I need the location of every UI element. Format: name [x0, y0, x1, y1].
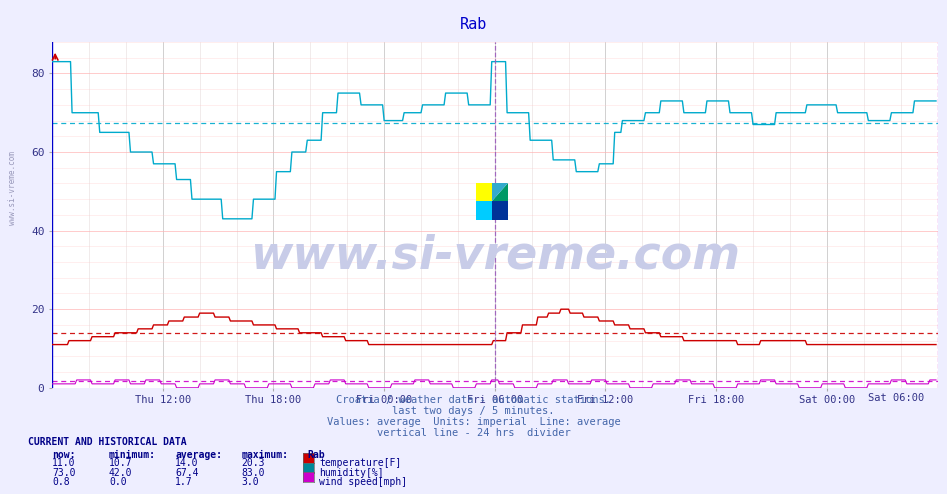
Text: 1.7: 1.7 [175, 477, 193, 487]
Polygon shape [492, 202, 508, 220]
Text: 42.0: 42.0 [109, 468, 133, 478]
Bar [476, 202, 492, 220]
Text: temperature[F]: temperature[F] [319, 458, 402, 468]
Bar [476, 183, 492, 202]
Text: 0.0: 0.0 [109, 477, 127, 487]
Text: Croatia / weather data - automatic stations.: Croatia / weather data - automatic stati… [336, 395, 611, 405]
Text: 3.0: 3.0 [241, 477, 259, 487]
Text: Rab: Rab [308, 450, 326, 459]
Text: www.si-vreme.com: www.si-vreme.com [250, 234, 740, 279]
Text: maximum:: maximum: [241, 450, 289, 459]
Text: humidity[%]: humidity[%] [319, 468, 384, 478]
Polygon shape [492, 183, 508, 202]
Text: 67.4: 67.4 [175, 468, 199, 478]
Polygon shape [492, 183, 508, 202]
Text: minimum:: minimum: [109, 450, 156, 459]
Text: CURRENT AND HISTORICAL DATA: CURRENT AND HISTORICAL DATA [28, 437, 188, 447]
Text: average:: average: [175, 450, 223, 459]
Text: vertical line - 24 hrs  divider: vertical line - 24 hrs divider [377, 428, 570, 438]
Text: www.si-vreme.com: www.si-vreme.com [8, 151, 17, 225]
Text: 73.0: 73.0 [52, 468, 76, 478]
Text: 83.0: 83.0 [241, 468, 265, 478]
Text: Rab: Rab [460, 17, 487, 32]
Text: Values: average  Units: imperial  Line: average: Values: average Units: imperial Line: av… [327, 417, 620, 427]
Text: last two days / 5 minutes.: last two days / 5 minutes. [392, 406, 555, 416]
Text: wind speed[mph]: wind speed[mph] [319, 477, 407, 487]
Text: Sat 06:00: Sat 06:00 [868, 393, 924, 403]
Text: 0.8: 0.8 [52, 477, 70, 487]
Text: now:: now: [52, 450, 76, 459]
Text: 10.7: 10.7 [109, 458, 133, 468]
Text: 20.3: 20.3 [241, 458, 265, 468]
Text: 14.0: 14.0 [175, 458, 199, 468]
Text: 11.0: 11.0 [52, 458, 76, 468]
